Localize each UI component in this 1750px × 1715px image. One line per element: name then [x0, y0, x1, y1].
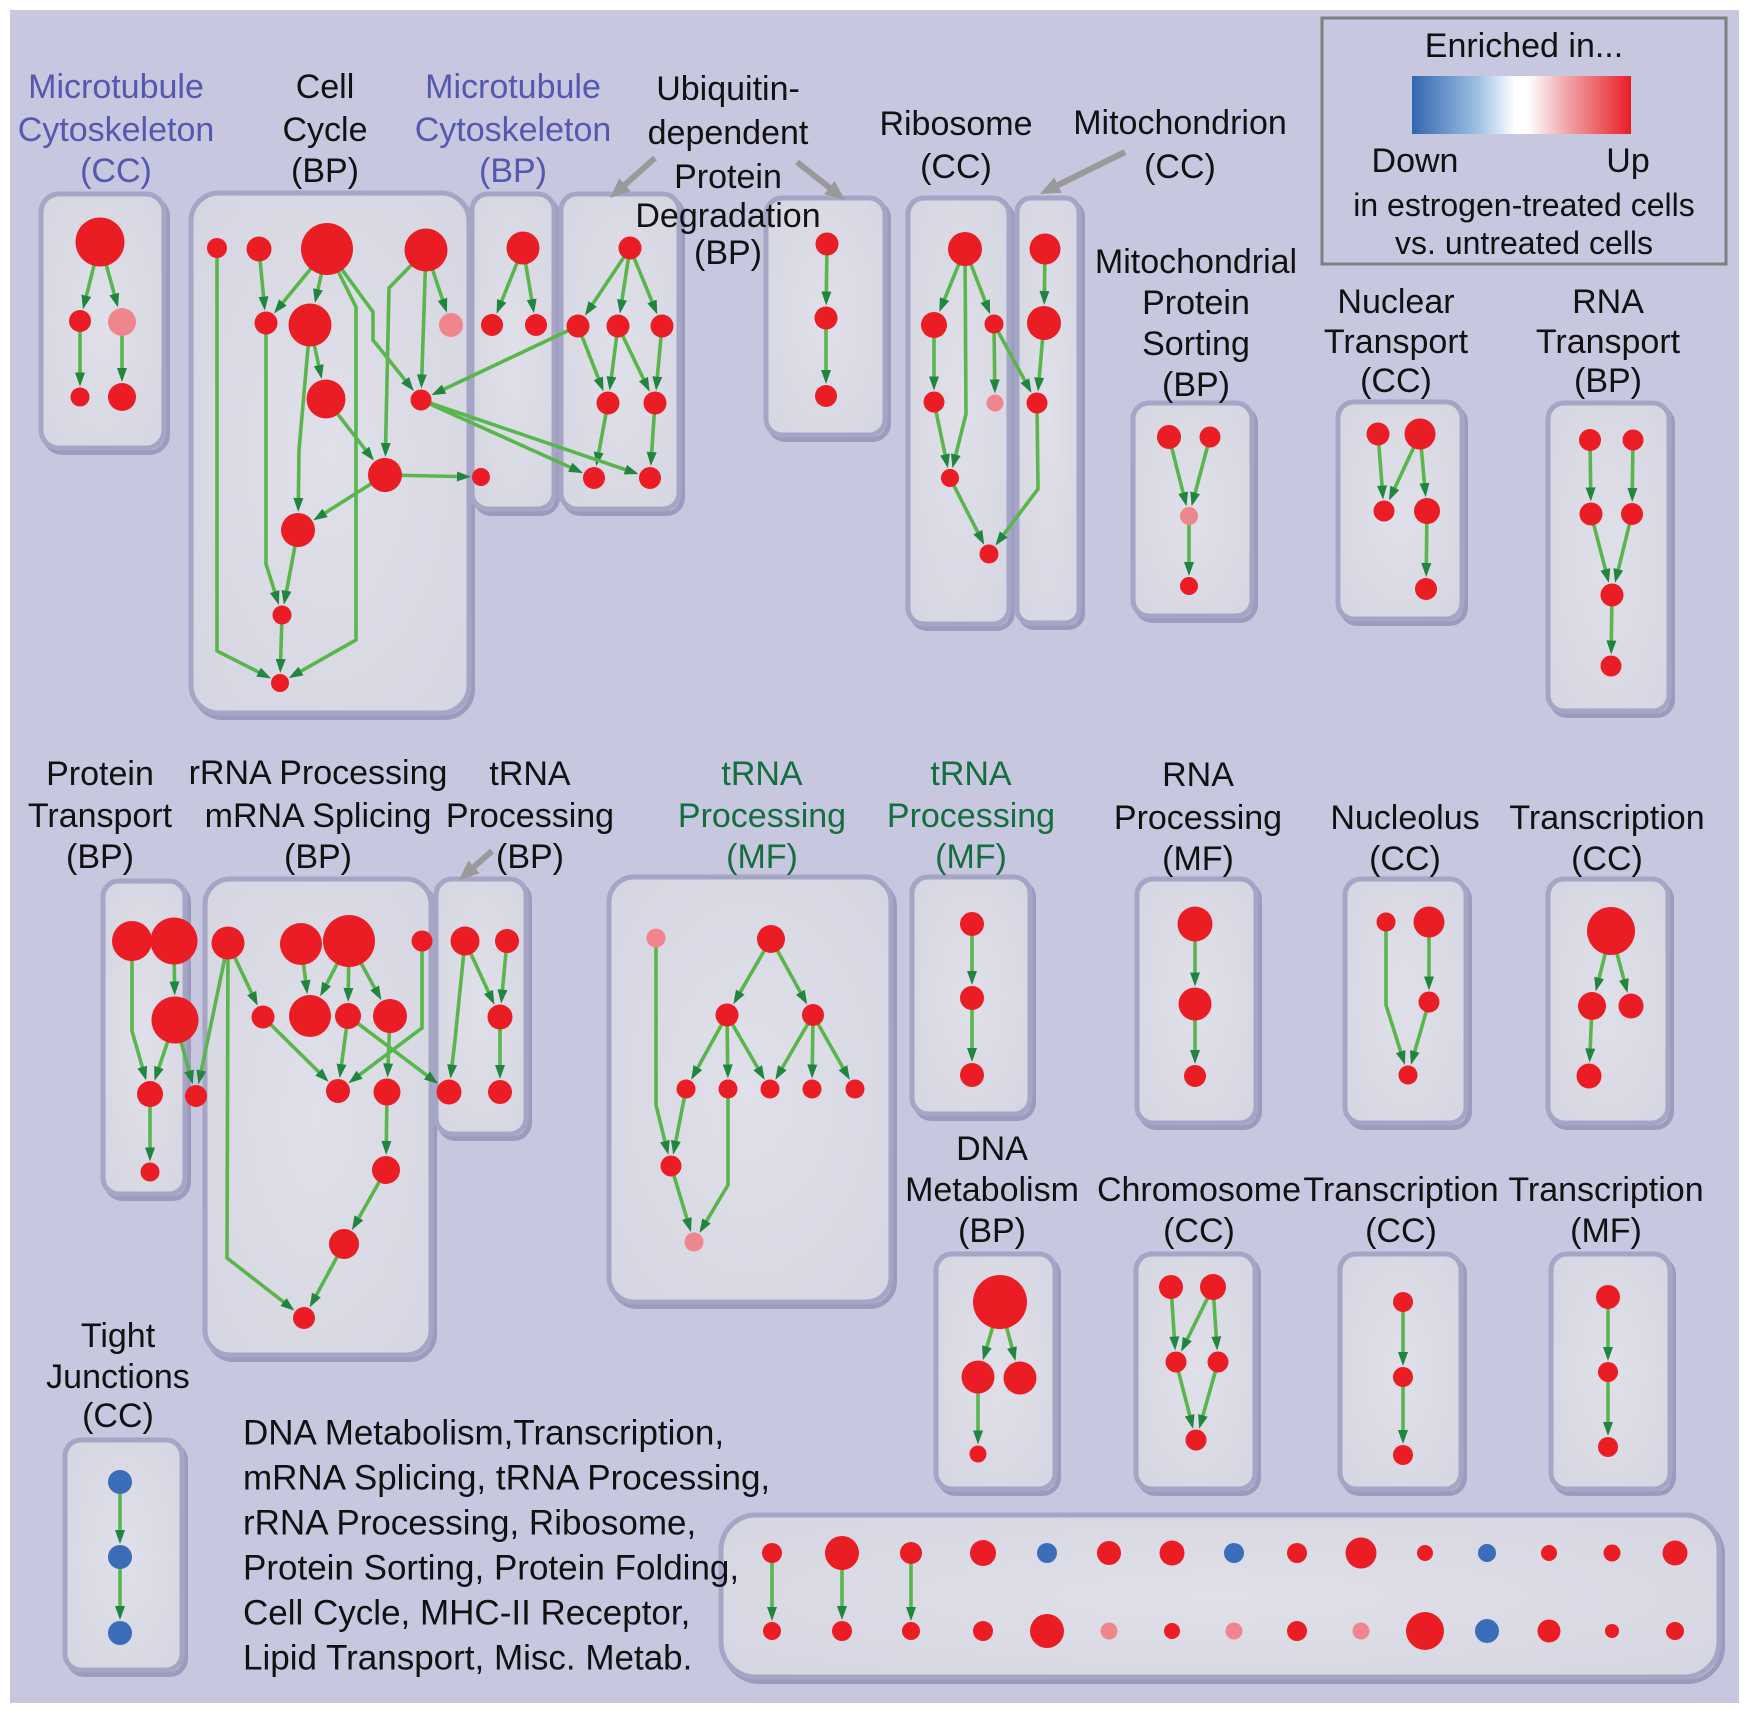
svg-text:(CC): (CC)	[1360, 362, 1432, 400]
svg-text:Transcription: Transcription	[1303, 1171, 1498, 1209]
svg-text:Transport: Transport	[1324, 323, 1469, 361]
svg-text:Microtubule: Microtubule	[425, 68, 601, 106]
svg-text:(CC): (CC)	[1163, 1212, 1235, 1250]
svg-text:tRNA: tRNA	[721, 755, 803, 793]
svg-text:rRNA Processing, Ribosome,: rRNA Processing, Ribosome,	[243, 1504, 696, 1543]
svg-text:Transport: Transport	[1536, 323, 1681, 361]
svg-text:Processing: Processing	[887, 797, 1055, 835]
svg-text:Down: Down	[1372, 142, 1459, 180]
svg-text:RNA: RNA	[1572, 283, 1644, 321]
svg-text:(BP): (BP)	[496, 838, 564, 876]
svg-text:mRNA Splicing: mRNA Splicing	[205, 797, 432, 835]
svg-text:Cytoskeleton: Cytoskeleton	[415, 111, 612, 149]
svg-text:Cycle: Cycle	[282, 111, 367, 149]
svg-text:Processing: Processing	[446, 797, 614, 835]
svg-text:tRNA: tRNA	[489, 755, 571, 793]
svg-text:Nuclear: Nuclear	[1337, 283, 1454, 321]
svg-text:vs. untreated cells: vs. untreated cells	[1395, 225, 1653, 261]
svg-text:(MF): (MF)	[935, 838, 1007, 876]
svg-text:Degradation: Degradation	[635, 197, 820, 235]
svg-text:Nucleolus: Nucleolus	[1330, 799, 1479, 837]
svg-text:(MF): (MF)	[1162, 840, 1234, 878]
svg-text:Protein: Protein	[674, 158, 782, 196]
svg-text:(CC): (CC)	[1144, 148, 1216, 186]
svg-text:(BP): (BP)	[479, 152, 547, 190]
svg-text:(BP): (BP)	[66, 838, 134, 876]
svg-text:Ubiquitin-: Ubiquitin-	[656, 70, 800, 108]
svg-text:(MF): (MF)	[726, 838, 798, 876]
svg-text:(BP): (BP)	[694, 234, 762, 272]
svg-text:Lipid Transport, Misc. Metab.: Lipid Transport, Misc. Metab.	[243, 1639, 692, 1678]
svg-text:Transcription: Transcription	[1508, 1171, 1703, 1209]
svg-text:(CC): (CC)	[1365, 1212, 1437, 1250]
svg-text:Processing: Processing	[678, 797, 846, 835]
svg-text:Mitochondrion: Mitochondrion	[1073, 104, 1287, 142]
svg-text:(BP): (BP)	[291, 152, 359, 190]
svg-text:Ribosome: Ribosome	[879, 105, 1032, 143]
svg-text:RNA: RNA	[1162, 756, 1234, 794]
svg-text:(BP): (BP)	[284, 838, 352, 876]
svg-text:Transport: Transport	[28, 797, 173, 835]
svg-text:mRNA Splicing, tRNA Processing: mRNA Splicing, tRNA Processing,	[243, 1459, 770, 1498]
svg-text:Cell: Cell	[296, 68, 355, 106]
svg-text:(CC): (CC)	[1369, 840, 1441, 878]
svg-text:Enriched in...: Enriched in...	[1425, 27, 1623, 65]
svg-text:(BP): (BP)	[1574, 362, 1642, 400]
svg-text:Up: Up	[1606, 142, 1649, 180]
svg-text:Transcription: Transcription	[1509, 799, 1704, 837]
svg-text:Protein Sorting, Protein Foldi: Protein Sorting, Protein Folding,	[243, 1549, 739, 1588]
svg-text:Cytoskeleton: Cytoskeleton	[18, 111, 215, 149]
svg-text:Tight: Tight	[81, 1317, 156, 1355]
svg-text:Chromosome: Chromosome	[1097, 1171, 1301, 1209]
svg-text:(BP): (BP)	[1162, 366, 1230, 404]
svg-text:Metabolism: Metabolism	[905, 1171, 1079, 1209]
svg-text:Mitochondrial: Mitochondrial	[1095, 243, 1297, 281]
svg-text:Protein: Protein	[1142, 284, 1250, 322]
svg-text:(CC): (CC)	[80, 152, 152, 190]
svg-text:tRNA: tRNA	[930, 755, 1012, 793]
svg-text:dependent: dependent	[648, 114, 809, 152]
svg-text:Microtubule: Microtubule	[28, 68, 204, 106]
svg-text:in estrogen-treated cells: in estrogen-treated cells	[1353, 187, 1695, 223]
svg-text:Junctions: Junctions	[46, 1358, 190, 1396]
svg-text:Sorting: Sorting	[1142, 325, 1250, 363]
svg-text:(CC): (CC)	[82, 1397, 154, 1435]
svg-text:Cell Cycle, MHC-II Receptor,: Cell Cycle, MHC-II Receptor,	[243, 1594, 690, 1633]
svg-text:DNA Metabolism,Transcription,: DNA Metabolism,Transcription,	[243, 1414, 724, 1453]
svg-text:(MF): (MF)	[1570, 1212, 1642, 1250]
svg-text:(BP): (BP)	[958, 1212, 1026, 1250]
svg-text:rRNA Processing: rRNA Processing	[189, 754, 448, 792]
svg-text:Processing: Processing	[1114, 799, 1282, 837]
svg-text:Protein: Protein	[46, 755, 154, 793]
svg-text:(CC): (CC)	[920, 148, 992, 186]
svg-text:(CC): (CC)	[1571, 840, 1643, 878]
svg-text:DNA: DNA	[956, 1130, 1028, 1168]
